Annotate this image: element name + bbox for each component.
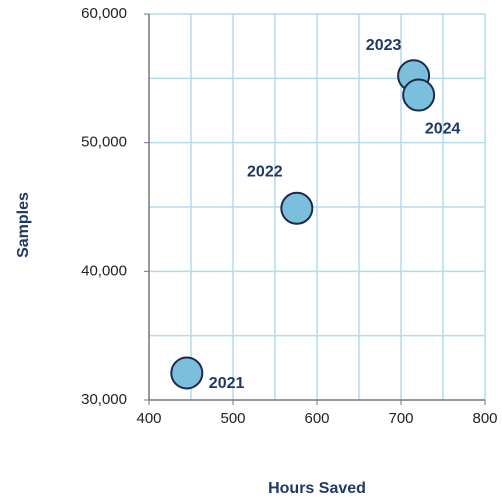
x-tick-label: 800 [472,410,497,427]
point-label: 2022 [247,164,283,181]
point [170,356,204,390]
point-label: 2023 [366,37,402,54]
y-tick-label: 40,000 [81,262,127,279]
y-tick-label: 30,000 [81,391,127,408]
x-axis-title: Hours Saved [268,480,366,497]
y-tick-label: 50,000 [81,134,127,151]
point-label: 2021 [209,375,245,392]
point-label: 2024 [425,120,461,137]
y-tick-label: 60,000 [81,5,127,22]
point [280,191,314,225]
point [402,78,436,112]
x-tick-label: 400 [136,410,161,427]
x-tick-label: 600 [304,410,329,427]
x-tick-label: 700 [388,410,413,427]
y-axis-title: Samples [15,192,32,258]
x-tick-label: 500 [220,410,245,427]
